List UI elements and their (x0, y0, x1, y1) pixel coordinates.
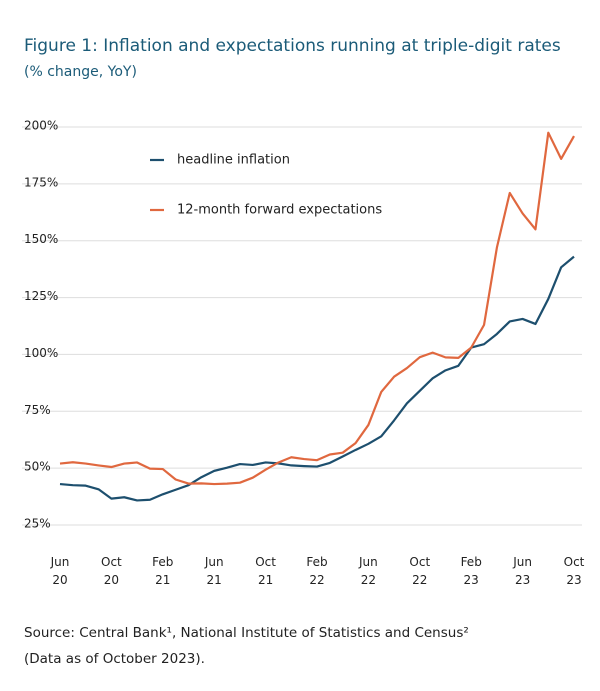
x-tick-label: Feb 23 (461, 555, 482, 587)
y-tick-label: 125% (24, 289, 58, 303)
x-tick-label: Jun 20 (50, 555, 70, 587)
x-tick-label: Jun 22 (358, 555, 378, 587)
y-tick-label: 75% (24, 403, 51, 417)
x-tick-label: Oct 21 (255, 555, 276, 587)
x-tick-label: Feb 21 (152, 555, 173, 587)
x-tick-label: Oct 23 (564, 555, 585, 587)
chart-title: Figure 1: Inflation and expectations run… (24, 36, 561, 56)
chart-subtitle: (% change, YoY) (24, 64, 137, 80)
y-tick-label: 200% (24, 119, 58, 133)
x-tick-label: Feb 22 (306, 555, 327, 587)
series-line (59, 255, 575, 502)
y-tick-label: 150% (24, 232, 58, 246)
x-tick-label: Jun 21 (204, 555, 224, 587)
y-tick-label: 25% (24, 517, 51, 531)
legend-label: 12-month forward expectations (177, 203, 382, 218)
x-tick-label: Oct 22 (409, 555, 430, 587)
x-tick-label: Oct 20 (101, 555, 122, 587)
y-tick-label: 100% (24, 346, 58, 360)
x-tick-label: Jun 23 (512, 555, 532, 587)
source: Source: Central Bank¹, National Institut… (24, 625, 469, 641)
y-tick-label: 50% (24, 460, 51, 474)
series-line (59, 131, 575, 486)
y-tick-label: 175% (24, 175, 58, 189)
legend-label: headline inflation (177, 153, 290, 168)
source: (Data as of October 2023). (24, 651, 205, 667)
